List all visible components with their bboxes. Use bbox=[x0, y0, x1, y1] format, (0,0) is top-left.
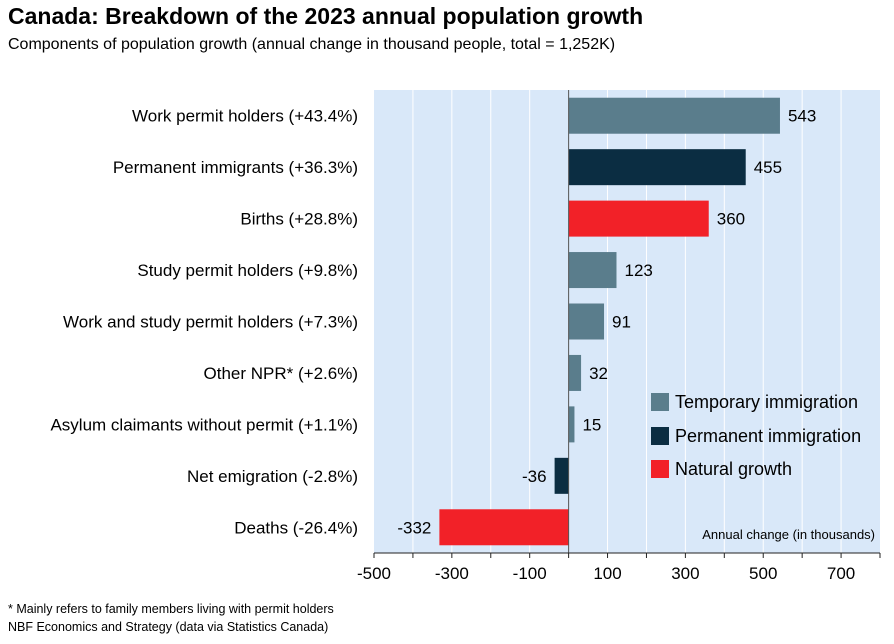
legend-label-natural: Natural growth bbox=[675, 459, 792, 479]
x-tick-label: -300 bbox=[435, 564, 469, 583]
data-label: 91 bbox=[612, 313, 631, 332]
category-label: Deaths (-26.4%) bbox=[234, 518, 358, 537]
bar bbox=[439, 509, 569, 546]
category-label: Study permit holders (+9.8%) bbox=[137, 261, 358, 280]
x-tick-label: 500 bbox=[749, 564, 777, 583]
data-label: 32 bbox=[589, 364, 608, 383]
source-note: NBF Economics and Strategy (data via Sta… bbox=[8, 620, 329, 634]
x-tick-label: 100 bbox=[593, 564, 621, 583]
data-label: 15 bbox=[582, 415, 601, 434]
legend-label-permanent: Permanent immigration bbox=[675, 426, 861, 446]
x-tick-label: 700 bbox=[827, 564, 855, 583]
bar bbox=[568, 406, 575, 443]
bar bbox=[568, 200, 709, 237]
data-label: -332 bbox=[397, 518, 431, 537]
legend-label-temporary: Temporary immigration bbox=[675, 392, 858, 412]
footnote-npr: * Mainly refers to family members living… bbox=[8, 602, 334, 616]
bar bbox=[568, 97, 780, 134]
bar bbox=[554, 457, 569, 494]
x-tick-label: -100 bbox=[513, 564, 547, 583]
category-label: Net emigration (-2.8%) bbox=[187, 467, 358, 486]
x-tick-label: 300 bbox=[671, 564, 699, 583]
category-label: Work permit holders (+43.4%) bbox=[132, 107, 358, 126]
category-label: Births (+28.8%) bbox=[240, 210, 358, 229]
chart-title: Canada: Breakdown of the 2023 annual pop… bbox=[8, 3, 644, 29]
data-label: 123 bbox=[624, 261, 652, 280]
bar bbox=[568, 303, 605, 340]
bar bbox=[568, 252, 617, 289]
data-label: 543 bbox=[788, 107, 816, 126]
category-label: Asylum claimants without permit (+1.1%) bbox=[50, 415, 358, 434]
legend-swatch-natural bbox=[651, 460, 669, 478]
category-label: Other NPR* (+2.6%) bbox=[204, 364, 358, 383]
data-label: 455 bbox=[754, 158, 782, 177]
category-label: Work and study permit holders (+7.3%) bbox=[63, 313, 358, 332]
legend-swatch-temporary bbox=[651, 393, 669, 411]
bar bbox=[568, 149, 746, 186]
x-axis-label: Annual change (in thousands) bbox=[702, 527, 875, 542]
data-label: -36 bbox=[522, 467, 547, 486]
category-label: Permanent immigrants (+36.3%) bbox=[113, 158, 358, 177]
chart-subtitle: Components of population growth (annual … bbox=[8, 36, 616, 53]
legend-swatch-permanent bbox=[651, 427, 669, 445]
bar bbox=[568, 354, 582, 391]
x-tick-label: -500 bbox=[357, 564, 391, 583]
data-label: 360 bbox=[717, 210, 745, 229]
